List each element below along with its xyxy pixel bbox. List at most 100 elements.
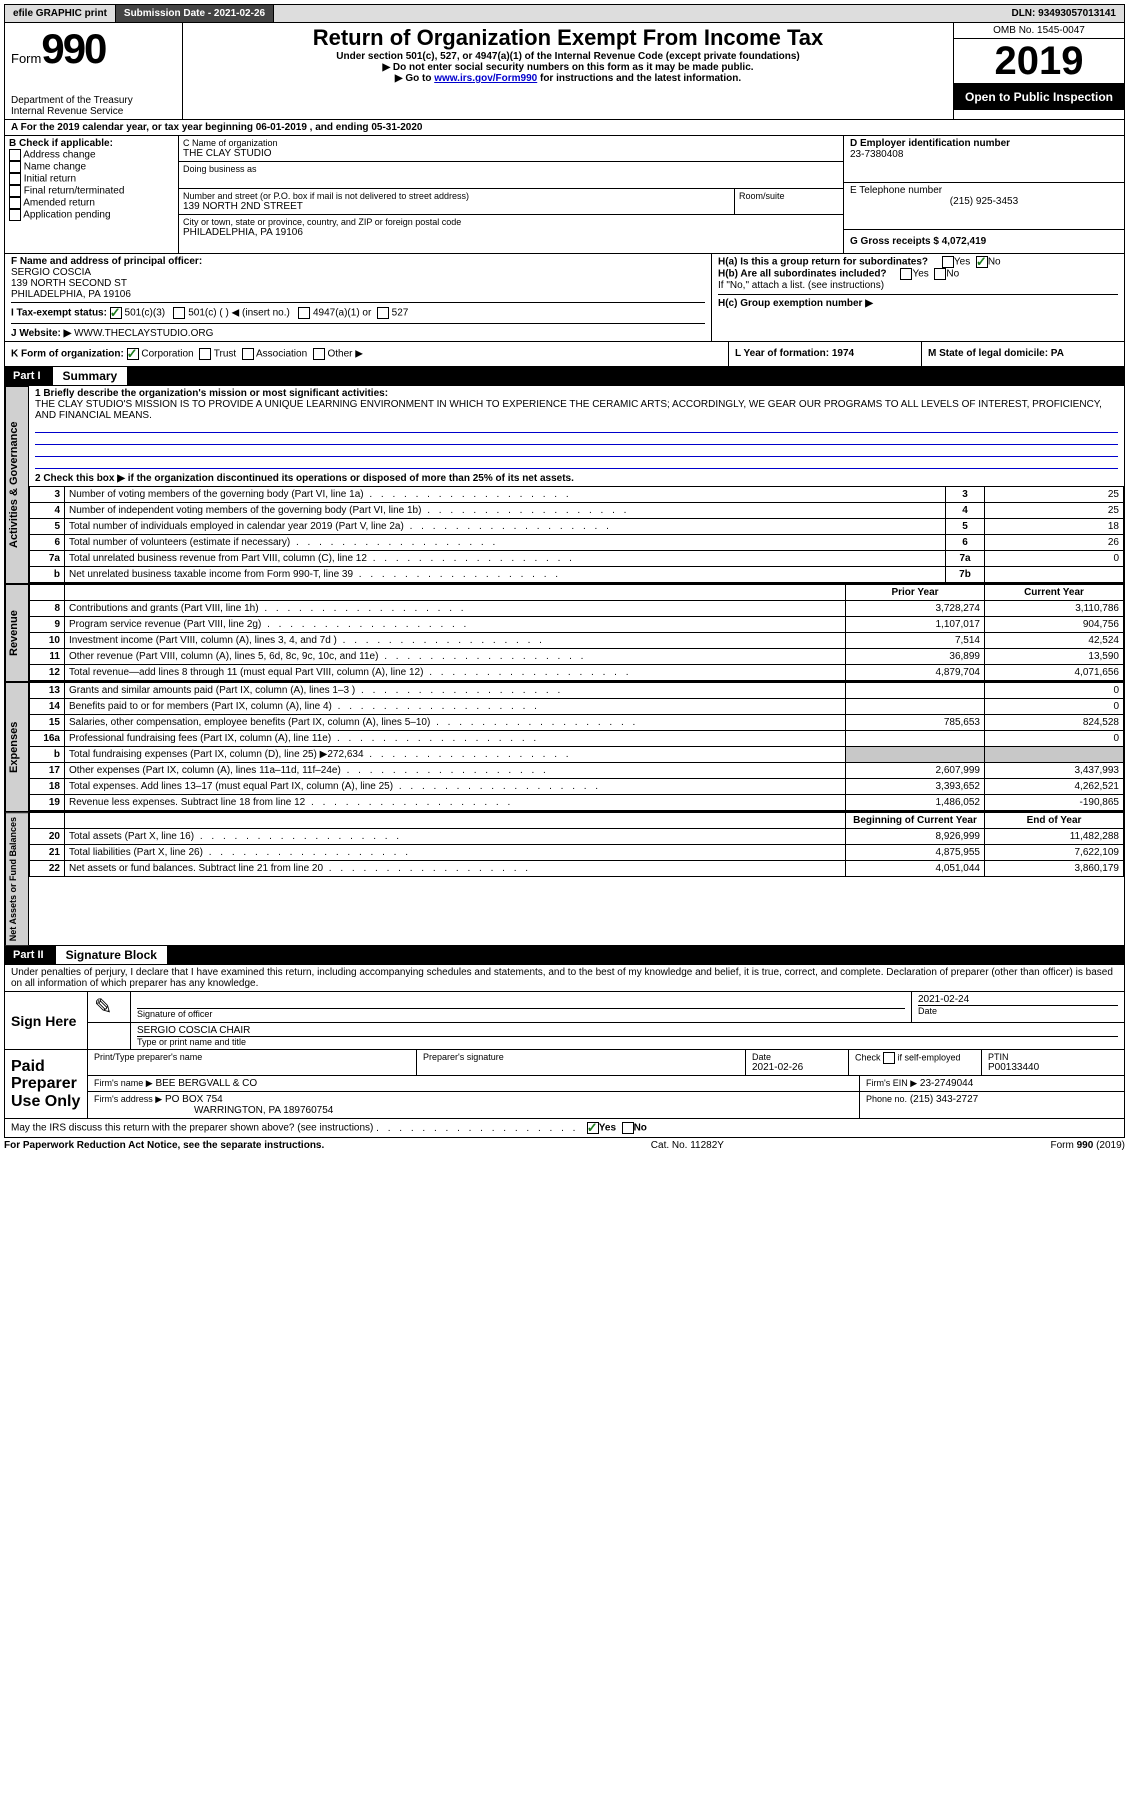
line-box: 7b xyxy=(946,567,985,583)
line-cy: 13,590 xyxy=(985,649,1124,665)
hb-label: H(b) Are all subordinates included? xyxy=(718,269,887,280)
checkbox-assoc[interactable] xyxy=(242,348,254,360)
c-name-label: C Name of organization xyxy=(183,138,839,148)
sign-here-label: Sign Here xyxy=(5,992,88,1049)
c-city-label: City or town, state or province, country… xyxy=(183,217,839,227)
k-o2: Trust xyxy=(214,349,236,360)
line-py xyxy=(846,699,985,715)
line-val: 18 xyxy=(985,519,1124,535)
line-cy: 42,524 xyxy=(985,633,1124,649)
checkbox-amended[interactable] xyxy=(9,197,21,209)
k-label: K Form of organization: xyxy=(11,349,124,360)
line-num: 22 xyxy=(30,861,65,877)
checkbox-ha-no[interactable] xyxy=(976,256,988,268)
firm-ein: 23-2749044 xyxy=(920,1078,973,1089)
subtitle-1: Under section 501(c), 527, or 4947(a)(1)… xyxy=(189,51,947,62)
checkbox-pending[interactable] xyxy=(9,209,21,221)
checkbox-discuss-yes[interactable] xyxy=(587,1122,599,1134)
line-py: 4,051,044 xyxy=(846,861,985,877)
checkbox-final[interactable] xyxy=(9,185,21,197)
line-num: 19 xyxy=(30,795,65,811)
checkbox-other[interactable] xyxy=(313,348,325,360)
checkbox-address-change[interactable] xyxy=(9,149,21,161)
c-dba-label: Doing business as xyxy=(183,164,839,174)
line-desc: Number of voting members of the governin… xyxy=(65,487,946,503)
checkbox-501c[interactable] xyxy=(173,307,185,319)
col-h: H(a) Is this a group return for subordin… xyxy=(712,254,1124,341)
tax-year: 2019 xyxy=(954,39,1124,84)
checkbox-discuss-no[interactable] xyxy=(622,1122,634,1134)
m-label: M State of legal domicile: PA xyxy=(928,348,1064,359)
i-label: I Tax-exempt status: xyxy=(11,308,107,319)
klm-row: K Form of organization: Corporation Trus… xyxy=(4,342,1125,367)
e-label: E Telephone number xyxy=(850,185,1118,196)
lines-rev: Prior Year Current Year 8 Contributions … xyxy=(29,584,1124,681)
line-cy: 3,110,786 xyxy=(985,601,1124,617)
checkbox-corp[interactable] xyxy=(127,348,139,360)
paid-preparer-label: Paid Preparer Use Only xyxy=(5,1050,88,1118)
sign-here-block: Sign Here ✎ Signature of officer 2021-02… xyxy=(4,992,1125,1050)
checkbox-trust[interactable] xyxy=(199,348,211,360)
l-label: L Year of formation: 1974 xyxy=(735,348,854,359)
q1-label: 1 Briefly describe the organization's mi… xyxy=(35,388,1118,399)
k-o3: Association xyxy=(256,349,307,360)
line-desc: Total fundraising expenses (Part IX, col… xyxy=(65,747,846,763)
line-num: 21 xyxy=(30,845,65,861)
line-py: 8,926,999 xyxy=(846,829,985,845)
line-val: 25 xyxy=(985,503,1124,519)
part1-title: Summary xyxy=(53,367,128,385)
line-py: 1,486,052 xyxy=(846,795,985,811)
signature-line[interactable] xyxy=(137,994,905,1009)
line-desc: Net assets or fund balances. Subtract li… xyxy=(65,861,846,877)
line-py xyxy=(846,747,985,763)
line-cy: 4,262,521 xyxy=(985,779,1124,795)
instructions-link[interactable]: www.irs.gov/Form990 xyxy=(434,73,537,84)
checkbox-501c3[interactable] xyxy=(110,307,122,319)
line-val: 25 xyxy=(985,487,1124,503)
blank-line xyxy=(35,445,1118,457)
form-number-box: Form990 Department of the Treasury Inter… xyxy=(5,23,183,119)
part2-tag: Part II xyxy=(5,947,52,963)
lines-na: Beginning of Current Year End of Year 20… xyxy=(29,812,1124,877)
firm-addr2: WARRINGTON, PA 189760754 xyxy=(94,1105,853,1116)
line-py: 36,899 xyxy=(846,649,985,665)
c-addr: 139 NORTH 2ND STREET xyxy=(183,201,730,212)
checkbox-hb-no[interactable] xyxy=(934,268,946,280)
checkbox-527[interactable] xyxy=(377,307,389,319)
line-box: 6 xyxy=(946,535,985,551)
b-o5: Amended return xyxy=(23,198,95,209)
line-cy: 0 xyxy=(985,683,1124,699)
inspection-label: Open to Public Inspection xyxy=(954,84,1124,110)
b-o1: Address change xyxy=(23,150,95,161)
line-cy: 824,528 xyxy=(985,715,1124,731)
hb-yes: Yes xyxy=(912,269,928,280)
checkbox-name-change[interactable] xyxy=(9,161,21,173)
line-cy xyxy=(985,747,1124,763)
rev-block: Revenue Prior Year Current Year 8 Contri… xyxy=(4,584,1125,682)
fh-block: F Name and address of principal officer:… xyxy=(4,254,1125,342)
checkbox-initial[interactable] xyxy=(9,173,21,185)
line-num: 5 xyxy=(30,519,65,535)
checkbox-self-emp[interactable] xyxy=(883,1052,895,1064)
j-label: J Website: ▶ xyxy=(11,328,71,339)
col-eoy: End of Year xyxy=(985,813,1124,829)
f-label: F Name and address of principal officer: xyxy=(11,256,705,267)
b-o6: Application pending xyxy=(23,210,110,221)
efile-label[interactable]: efile GRAPHIC print xyxy=(5,5,116,22)
top-bar: efile GRAPHIC print Submission Date - 20… xyxy=(4,4,1125,23)
declaration: Under penalties of perjury, I declare th… xyxy=(4,965,1125,992)
col-right: D Employer identification number 23-7380… xyxy=(843,136,1124,253)
firm-addr1: PO BOX 754 xyxy=(165,1094,223,1105)
hb-no: No xyxy=(946,269,959,280)
checkbox-4947[interactable] xyxy=(298,307,310,319)
checkbox-hb-yes[interactable] xyxy=(900,268,912,280)
checkbox-ha-yes[interactable] xyxy=(942,256,954,268)
line-num: b xyxy=(30,747,65,763)
c-addr-label: Number and street (or P.O. box if mail i… xyxy=(183,191,730,201)
j-val: WWW.THECLAYSTUDIO.ORG xyxy=(74,328,213,339)
k-o4: Other ▶ xyxy=(327,349,362,360)
col-boy: Beginning of Current Year xyxy=(846,813,985,829)
submission-date: Submission Date - 2021-02-26 xyxy=(116,5,274,22)
line-num: 3 xyxy=(30,487,65,503)
may-discuss-text: May the IRS discuss this return with the… xyxy=(11,1123,373,1134)
